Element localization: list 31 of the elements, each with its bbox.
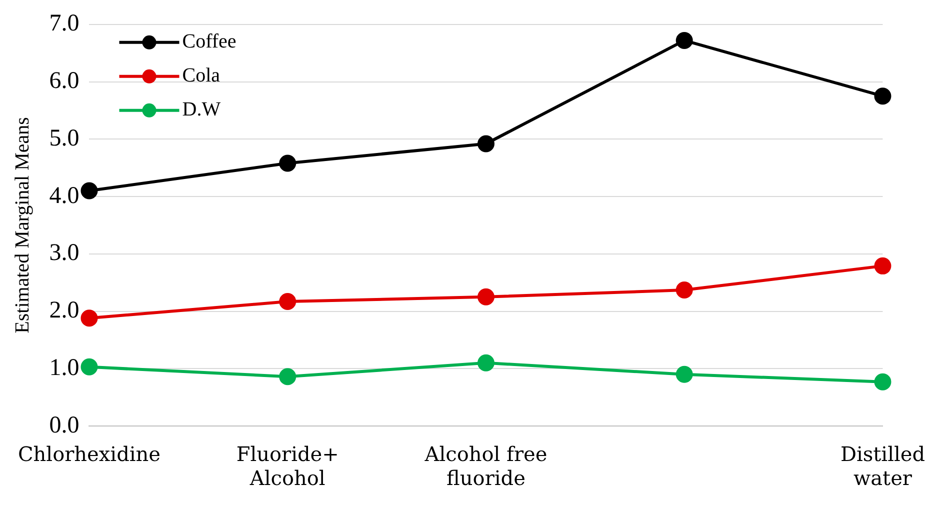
point [80, 182, 98, 200]
point [477, 288, 494, 306]
y-tick-label: 0.0 [49, 412, 80, 438]
legend-label: Cola [182, 64, 220, 87]
point [80, 310, 98, 327]
point [477, 354, 494, 372]
y-tick-label: 3.0 [49, 240, 80, 266]
point [279, 368, 296, 386]
y-tick-label: 1.0 [49, 354, 80, 381]
y-tick-label: 6.0 [49, 68, 80, 94]
x-tick-label: Alcohol free fluoride [424, 442, 548, 490]
x-tick-label: Chlorhexidine [18, 442, 160, 466]
point [676, 282, 693, 299]
point [676, 32, 693, 49]
y-tick-label: 5.0 [49, 125, 80, 152]
point [279, 154, 296, 172]
y-tick-label: 2.0 [49, 298, 80, 324]
y-tick-label: 7.0 [49, 10, 80, 37]
x-tick-label: Distilled water [840, 442, 926, 490]
point [874, 257, 892, 274]
point [279, 293, 296, 310]
point [80, 358, 98, 376]
x-tick-label: Fluoride+ Alcohol [236, 442, 339, 490]
legend-label: D.W [182, 98, 221, 121]
point [676, 366, 693, 383]
point [874, 373, 892, 390]
point [874, 88, 892, 105]
point [477, 135, 494, 152]
y-tick-label: 4.0 [49, 182, 80, 209]
y-axis-title: Estimated Marginal Means [11, 116, 34, 334]
legend-label: Coffee [182, 30, 236, 53]
